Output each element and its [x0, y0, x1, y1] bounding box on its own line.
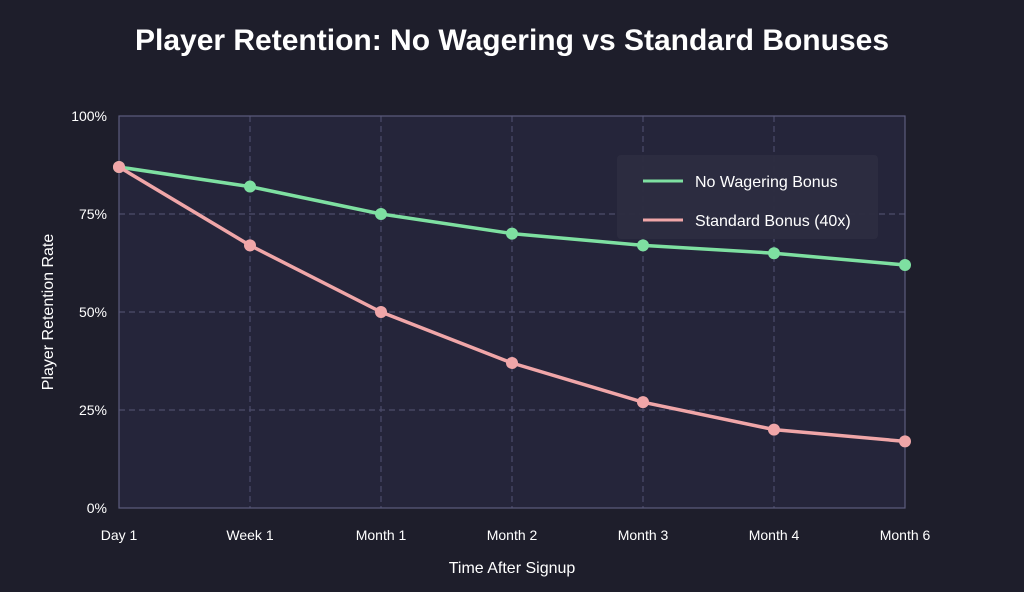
- data-point-no-wagering: [506, 227, 518, 240]
- y-axis-ticks: 0% 25% 50% 75% 100%: [71, 108, 107, 516]
- legend: No Wagering Bonus Standard Bonus (40x): [617, 155, 878, 239]
- x-tick-label: Month 6: [880, 527, 931, 543]
- y-tick-label: 0%: [87, 500, 107, 516]
- data-point-standard-bonus: [113, 160, 125, 173]
- data-point-no-wagering: [768, 247, 780, 260]
- data-point-standard-bonus: [375, 306, 387, 318]
- data-point-no-wagering: [375, 208, 387, 220]
- x-axis-ticks: Day 1 Week 1 Month 1 Month 2 Month 3 Month 4 M…: [101, 527, 931, 543]
- data-point-standard-bonus: [244, 239, 256, 252]
- data-point-no-wagering: [637, 239, 649, 252]
- x-tick-label: Month 1: [356, 527, 407, 543]
- data-point-standard-bonus: [637, 396, 649, 409]
- y-axis-title: Player Retention Rate: [40, 234, 57, 391]
- chart-title: Player Retention: No Wagering vs Standar…: [135, 24, 889, 57]
- plot-border: [118, 115, 906, 509]
- data-point-standard-bonus: [506, 356, 518, 369]
- y-tick-label: 75%: [79, 206, 107, 222]
- legend-label-no-wagering: No Wagering Bonus: [695, 174, 838, 191]
- data-point-no-wagering: [899, 258, 911, 271]
- y-tick-label: 100%: [71, 108, 107, 124]
- data-point-no-wagering: [244, 180, 256, 193]
- series-layer: [113, 160, 911, 448]
- data-point-standard-bonus: [899, 435, 911, 448]
- x-axis-title: Time After Signup: [449, 560, 576, 577]
- x-tick-label: Month 2: [487, 527, 538, 543]
- x-tick-label: Month 3: [618, 527, 669, 543]
- x-tick-label: Week 1: [226, 527, 273, 543]
- legend-box: [617, 155, 878, 239]
- y-tick-label: 50%: [79, 304, 107, 320]
- x-tick-label: Day 1: [101, 527, 138, 543]
- y-tick-label: 25%: [79, 402, 107, 418]
- x-tick-label: Month 4: [749, 527, 800, 543]
- data-point-standard-bonus: [768, 423, 780, 436]
- legend-label-standard-bonus: Standard Bonus (40x): [695, 213, 851, 230]
